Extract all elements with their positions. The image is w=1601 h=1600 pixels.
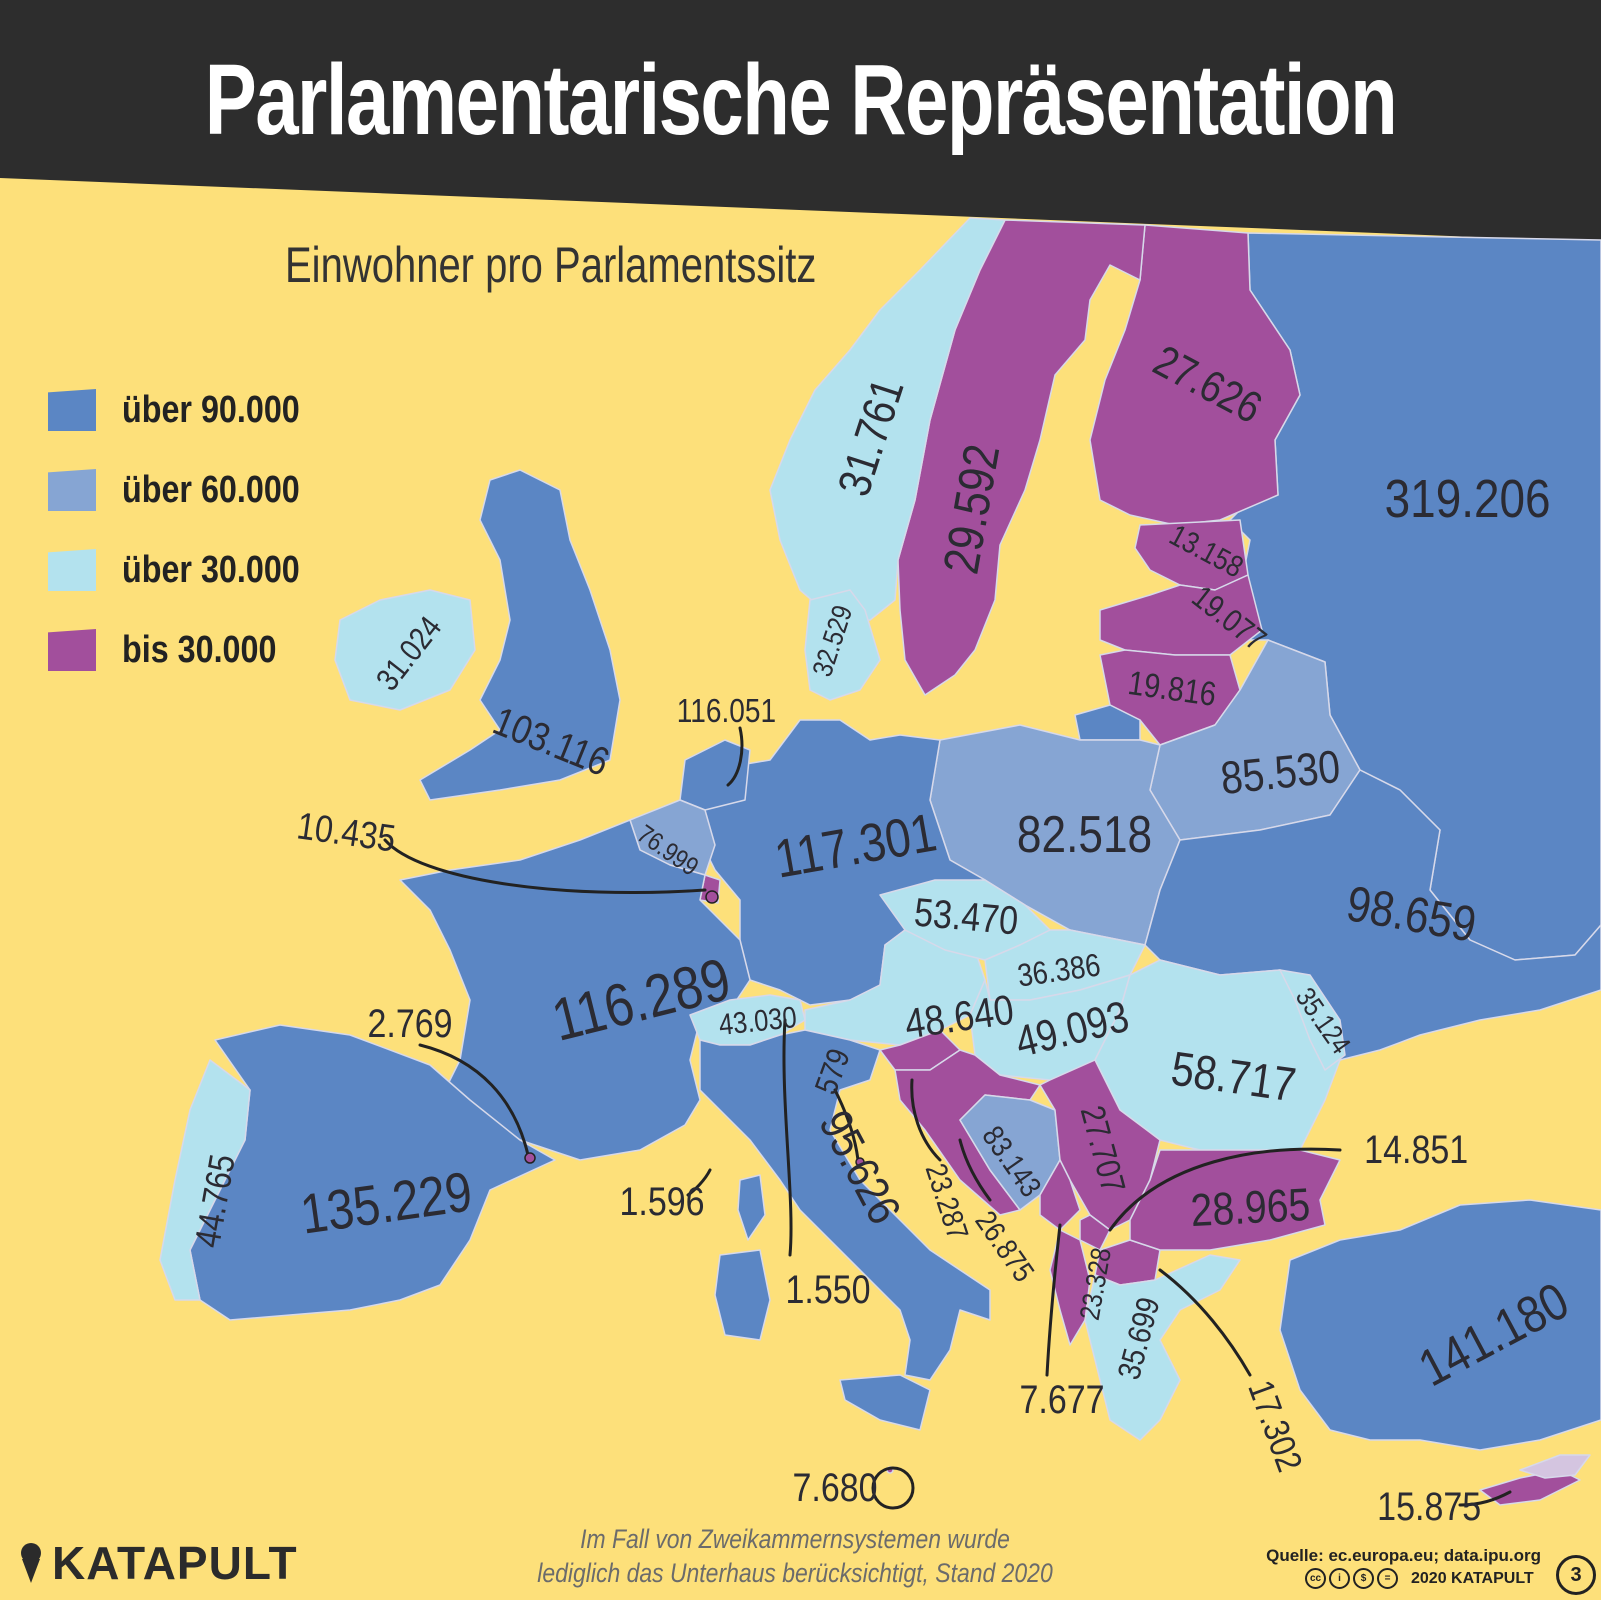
label-russland: 319.206 [1384,469,1551,529]
source-text: Quelle: ec.europa.eu; data.ipu.org [1266,1546,1541,1565]
leader-montenegro [1045,1223,1062,1377]
country-griechenland [1084,1254,1241,1441]
leader-albanien [1158,1268,1252,1377]
leader-kosovo [1108,1147,1342,1232]
legend-item-ueber-60000: über 60.000 [48,466,331,514]
leader-san-marino [833,1088,860,1162]
license-icons: cc i $ = 2020 KATAPULT [1305,1568,1534,1589]
country-moldau [1279,969,1346,1071]
header-bar [0,0,1601,242]
san-marino-dot [855,1157,865,1167]
legend-item-ueber-30000: über 30.000 [48,546,331,594]
label-kosovo: 14.851 [1364,1128,1469,1172]
leader-lines [383,726,1512,1510]
country-portugal [159,1059,251,1301]
region-nordzypern [1519,1454,1591,1479]
label-zypern: 15.875 [1377,1485,1482,1529]
brand-name: KATAPULT [52,1537,298,1589]
label-malta: 7.680 [792,1466,878,1510]
label-tschechien: 53.470 [912,890,1020,944]
brand-logo: KATAPULT [18,1536,298,1590]
label-polen: 82.518 [1016,806,1153,864]
country-zypern [1479,1469,1581,1506]
leader-liechtenstein [782,1018,793,1257]
cc-icon: cc [1305,1568,1326,1589]
leader-luxemburg [383,838,707,895]
leader-niederlande [726,726,744,787]
country-montenegro [1039,1159,1081,1231]
country-oesterreich [804,929,986,1046]
label-liechtenstein: 1.550 [785,1268,871,1312]
footnote-line-2: lediglich das Unterhaus berücksichtigt, … [537,1558,1053,1588]
island-sardinien [714,1249,771,1341]
country-irland [334,589,476,711]
leader-slowenien [958,1138,992,1202]
page-subtitle: Einwohner pro Parlamentssitz [285,237,817,293]
country-lettland [1099,574,1263,656]
country-vereinigtes-koenigreich [419,469,621,801]
leader-andorra [418,1043,530,1157]
luxemburg-dot [705,890,719,904]
country-kosovo [1079,1214,1111,1251]
legend-item-bis-30000: bis 30.000 [48,626,304,674]
label-montenegro: 7.677 [1019,1378,1105,1422]
legend-swatch [48,469,96,511]
by-icon: i [1329,1568,1350,1589]
legend-swatch [48,389,96,431]
label-niederlande: 116.051 [676,692,777,729]
leader-kroatien [910,1078,942,1162]
footnote: Im Fall von Zweikammernsystemen wurde le… [519,1522,1072,1590]
country-albanien [1049,1229,1091,1346]
legend-swatch [48,549,96,591]
country-tuerkei [1279,1199,1601,1451]
page-title: Parlamentarische Repräsentation [204,44,1398,156]
page-number: 3 [1556,1555,1596,1595]
leader-monaco [686,1168,712,1197]
label-andorra: 2.769 [367,1002,453,1046]
country-frankreich [399,819,751,1161]
malta-circle [871,1466,915,1510]
nd-icon: = [1377,1568,1398,1589]
legend-item-ueber-90000: über 90.000 [48,386,331,434]
copyright-text: 2020 KATAPULT [1411,1570,1534,1587]
andorra-dot [524,1152,536,1164]
island-sizilien [839,1374,931,1431]
label-monaco: 1.596 [619,1180,705,1224]
leader-zypern [1458,1490,1512,1507]
island-korsika [737,1174,766,1241]
legend-label: über 60.000 [122,468,300,511]
ice-cream-icon [21,1543,41,1583]
footnote-line-1: Im Fall von Zweikammernsystemen wurde [580,1524,1010,1554]
legend-label: bis 30.000 [122,628,277,671]
country-italien [699,1029,991,1381]
region-kaliningrad [1074,704,1141,741]
nc-icon: $ [1353,1568,1374,1589]
legend-label: über 90.000 [122,388,300,431]
legend-label: über 30.000 [122,548,300,591]
country-bulgarien [1129,1149,1341,1251]
label-bulgarien: 28.965 [1189,1177,1312,1237]
country-daenemark [804,589,881,701]
legend-swatch [48,629,96,671]
